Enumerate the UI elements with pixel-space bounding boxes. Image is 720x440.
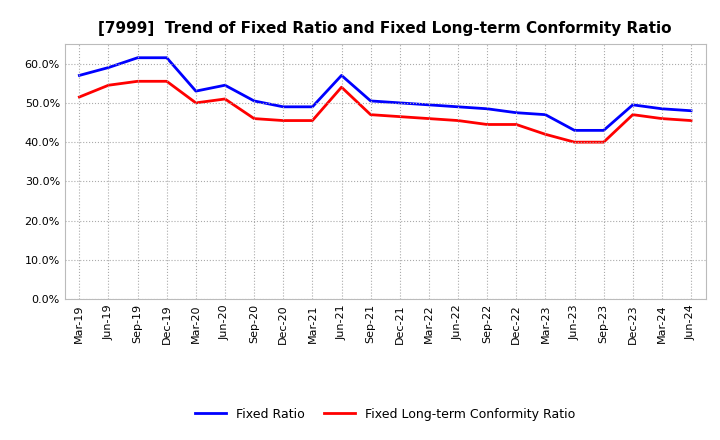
Fixed Ratio — [163, 55, 171, 60]
Fixed Ratio — [250, 98, 258, 103]
Fixed Long-term Conformity Ratio — [425, 116, 433, 121]
Fixed Long-term Conformity Ratio — [657, 116, 666, 121]
Fixed Ratio — [75, 73, 84, 78]
Line: Fixed Ratio: Fixed Ratio — [79, 58, 691, 130]
Fixed Ratio — [512, 110, 521, 115]
Fixed Long-term Conformity Ratio — [599, 139, 608, 145]
Fixed Long-term Conformity Ratio — [541, 132, 550, 137]
Fixed Long-term Conformity Ratio — [163, 79, 171, 84]
Fixed Ratio — [192, 88, 200, 94]
Fixed Ratio — [570, 128, 579, 133]
Fixed Ratio — [133, 55, 142, 60]
Fixed Long-term Conformity Ratio — [104, 83, 113, 88]
Legend: Fixed Ratio, Fixed Long-term Conformity Ratio: Fixed Ratio, Fixed Long-term Conformity … — [190, 403, 580, 425]
Fixed Ratio — [366, 98, 375, 103]
Fixed Long-term Conformity Ratio — [250, 116, 258, 121]
Fixed Long-term Conformity Ratio — [629, 112, 637, 117]
Fixed Ratio — [454, 104, 462, 110]
Fixed Long-term Conformity Ratio — [366, 112, 375, 117]
Fixed Ratio — [541, 112, 550, 117]
Fixed Long-term Conformity Ratio — [220, 96, 229, 102]
Fixed Ratio — [337, 73, 346, 78]
Fixed Long-term Conformity Ratio — [570, 139, 579, 145]
Fixed Ratio — [483, 106, 492, 111]
Fixed Long-term Conformity Ratio — [133, 79, 142, 84]
Fixed Long-term Conformity Ratio — [192, 100, 200, 106]
Title: [7999]  Trend of Fixed Ratio and Fixed Long-term Conformity Ratio: [7999] Trend of Fixed Ratio and Fixed Lo… — [99, 21, 672, 36]
Fixed Ratio — [279, 104, 287, 110]
Fixed Long-term Conformity Ratio — [512, 122, 521, 127]
Fixed Long-term Conformity Ratio — [483, 122, 492, 127]
Fixed Long-term Conformity Ratio — [279, 118, 287, 123]
Fixed Ratio — [308, 104, 317, 110]
Fixed Long-term Conformity Ratio — [337, 84, 346, 90]
Fixed Ratio — [425, 102, 433, 107]
Fixed Ratio — [687, 108, 696, 114]
Fixed Ratio — [220, 83, 229, 88]
Fixed Long-term Conformity Ratio — [687, 118, 696, 123]
Fixed Ratio — [395, 100, 404, 106]
Line: Fixed Long-term Conformity Ratio: Fixed Long-term Conformity Ratio — [79, 81, 691, 142]
Fixed Ratio — [104, 65, 113, 70]
Fixed Ratio — [657, 106, 666, 111]
Fixed Ratio — [599, 128, 608, 133]
Fixed Ratio — [629, 102, 637, 107]
Fixed Long-term Conformity Ratio — [454, 118, 462, 123]
Fixed Long-term Conformity Ratio — [395, 114, 404, 119]
Fixed Long-term Conformity Ratio — [75, 94, 84, 99]
Fixed Long-term Conformity Ratio — [308, 118, 317, 123]
